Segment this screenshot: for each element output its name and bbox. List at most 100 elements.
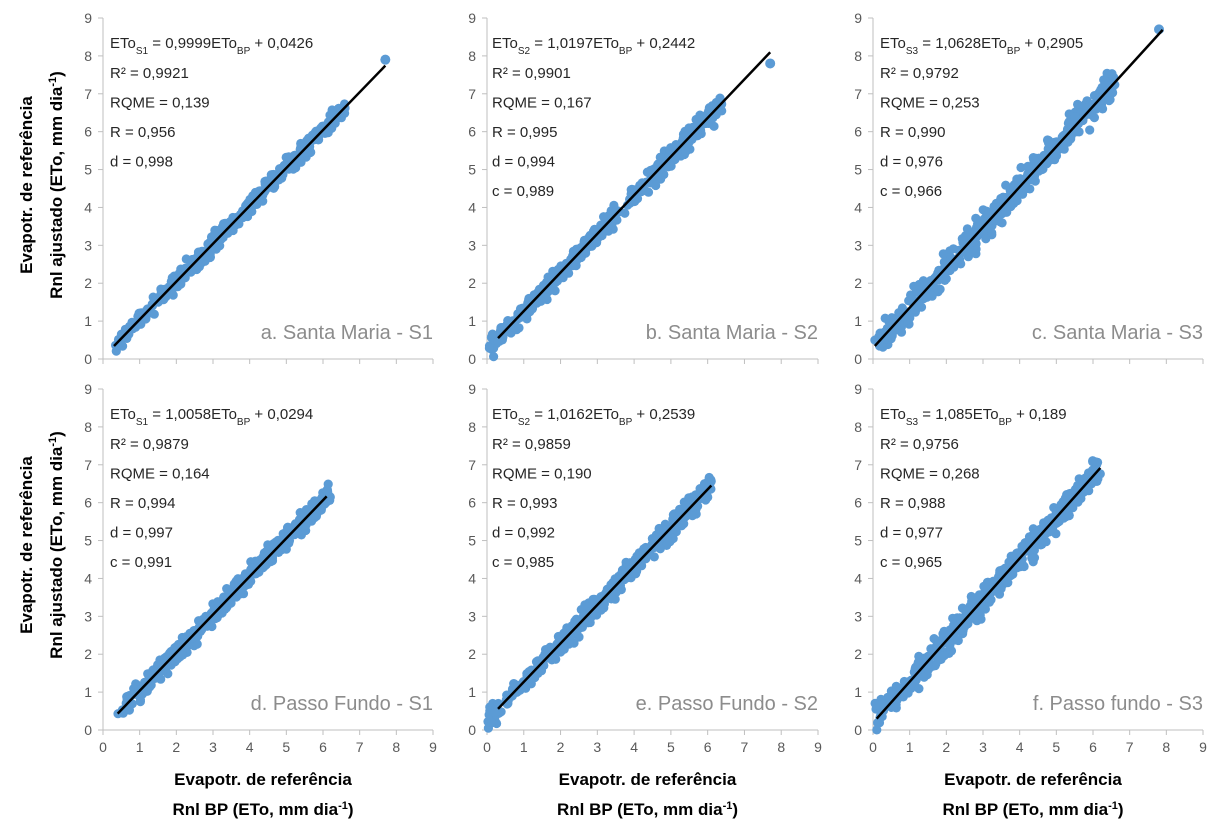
x-tick-label: 2: [942, 739, 950, 755]
scatter-point: [681, 147, 691, 157]
y-tick-label: 6: [468, 124, 476, 140]
y-tick-label: 9: [854, 10, 862, 26]
stat-line: d = 0,997: [110, 525, 173, 542]
scatter-point: [487, 718, 497, 728]
panel-3: 0 1 2 3 4 5 6 7 8 9 EToS3 = 1,0628EToBP + 0,2905 R²…: [854, 10, 1204, 367]
scatter-point: [914, 279, 924, 290]
scatter-point: [493, 337, 503, 347]
y-tick-label: 7: [854, 86, 862, 102]
scatter-point: [1030, 176, 1040, 186]
scatter-point: [646, 165, 656, 175]
y-tick-label: 3: [854, 608, 862, 624]
x-axis-title-line1: Evapotr. de referência: [559, 770, 737, 789]
stat-line: d = 0,976: [880, 154, 943, 171]
scatter-point: [323, 479, 333, 489]
y-tick-label: 4: [854, 199, 862, 215]
scatter-point: [559, 644, 569, 654]
trendline: [116, 495, 328, 715]
y-tick-label: 1: [84, 313, 92, 329]
scatter-point: [955, 614, 965, 624]
panel-5: 0 1 2 3 4 5 6 7 8 9 0 1 2 3 4 5 6 7 8 9 EToS2 = 1,0162EToBP …: [468, 381, 822, 755]
panels: 0 1 2 3 4 5 6 7 8 9 EToS1 = 0,9999EToBP + 0,0426 R²…: [84, 10, 1207, 755]
y-tick-label: 3: [84, 608, 92, 624]
scatter-point: [490, 707, 500, 718]
scatter-point: [914, 684, 924, 694]
x-tick-label: 6: [704, 739, 712, 755]
scatter-point: [606, 594, 616, 604]
scatter-point: [580, 600, 590, 610]
x-tick-label: 9: [1199, 739, 1207, 755]
scatter-point: [996, 193, 1006, 204]
stat-line: R² = 0,9859: [492, 436, 571, 453]
scatter-point: [323, 486, 333, 496]
x-tick-label: 4: [246, 739, 254, 755]
y-axis-title-line2-main: Rnl ajustado (ETo, mm dia: [47, 86, 66, 299]
y-tick-label: 4: [84, 199, 92, 215]
panel-label: f. Passo fundo - S3: [1033, 693, 1203, 715]
x-tick-label: 2: [557, 739, 565, 755]
panel-6: 0 1 2 3 4 5 6 7 8 9 0 1 2 3 4 5 6 7 8 9 EToS3 = 1,085EToBP +…: [854, 381, 1207, 755]
scatter-point: [878, 699, 888, 709]
stat-line: R² = 0,9921: [110, 65, 189, 82]
y-tick-label: 8: [468, 48, 476, 64]
x-tick-label: 0: [99, 739, 107, 755]
trendline: [875, 467, 1102, 720]
stat-line: c = 0,985: [492, 554, 554, 571]
stat-line: R = 0,988: [880, 495, 945, 512]
scatter-point: [1030, 156, 1040, 166]
scatter-point: [1041, 537, 1051, 547]
scatter-point: [1014, 175, 1024, 186]
scatter-point: [283, 523, 293, 533]
y-tick-label: 0: [84, 722, 92, 738]
y-axis-title: Evapotr. de referência Rnl ajustado (ETo…: [17, 71, 66, 659]
stat-line: d = 0,994: [492, 154, 555, 171]
panel-label: a. Santa Maria - S1: [261, 322, 433, 344]
trendline: [113, 64, 387, 347]
scatter-point: [296, 516, 306, 526]
equation-label: EToS1 = 1,0058EToBP + 0,0294: [110, 406, 313, 428]
scatter-point: [597, 231, 607, 241]
stat-line: RQME = 0,268: [880, 466, 980, 483]
scatter-point: [511, 687, 521, 698]
y-axis-title-line2: Rnl ajustado (ETo, mm dia-1): [47, 71, 66, 299]
scatter-point: [971, 249, 981, 259]
scatter-point-outlier: [380, 54, 391, 65]
y-tick-label: 9: [468, 381, 476, 397]
x-tick-label: 8: [392, 739, 400, 755]
scatter-point: [1027, 553, 1037, 563]
scatter-point: [994, 589, 1005, 599]
y-tick-label: 5: [854, 533, 862, 549]
scatter-point: [948, 613, 958, 623]
y-tick-label: 4: [468, 199, 476, 215]
x-axis-title-line1: Evapotr. de referência: [944, 770, 1122, 789]
scatter-point: [972, 616, 982, 626]
scatter-point: [899, 312, 909, 322]
scatter-point: [927, 291, 937, 301]
y-tick-label: 1: [468, 313, 476, 329]
stat-line: R² = 0,9879: [110, 436, 189, 453]
scatter-point: [1020, 184, 1030, 194]
x-tick-label: 6: [319, 739, 327, 755]
scatter-point: [1102, 68, 1112, 78]
scatter-point: [209, 230, 219, 240]
x-tick-label: 3: [593, 739, 601, 755]
equation-label: EToS2 = 1,0162EToBP + 0,2539: [492, 406, 695, 428]
stat-line: R = 0,994: [110, 495, 175, 512]
stat-line: d = 0,977: [880, 525, 943, 542]
y-tick-label: 5: [468, 533, 476, 549]
scatter-point: [1090, 457, 1101, 467]
y-axis-title-line1: Evapotr. de referência: [17, 96, 36, 274]
scatter-point: [1059, 144, 1069, 154]
y-tick-label: 3: [468, 608, 476, 624]
y-tick-label: 4: [468, 570, 476, 586]
y-tick-label: 2: [854, 646, 862, 662]
scatter-point: [112, 340, 122, 350]
y-tick-label: 2: [84, 275, 92, 291]
x-tick-label: 0: [869, 739, 877, 755]
x-axis-title-line2: Rnl BP (ETo, mm dia-1): [557, 800, 738, 819]
scatter-point: [872, 725, 882, 735]
x-tick-label: 3: [209, 739, 217, 755]
scatter-point: [559, 628, 569, 638]
x-tick-label: 2: [172, 739, 180, 755]
